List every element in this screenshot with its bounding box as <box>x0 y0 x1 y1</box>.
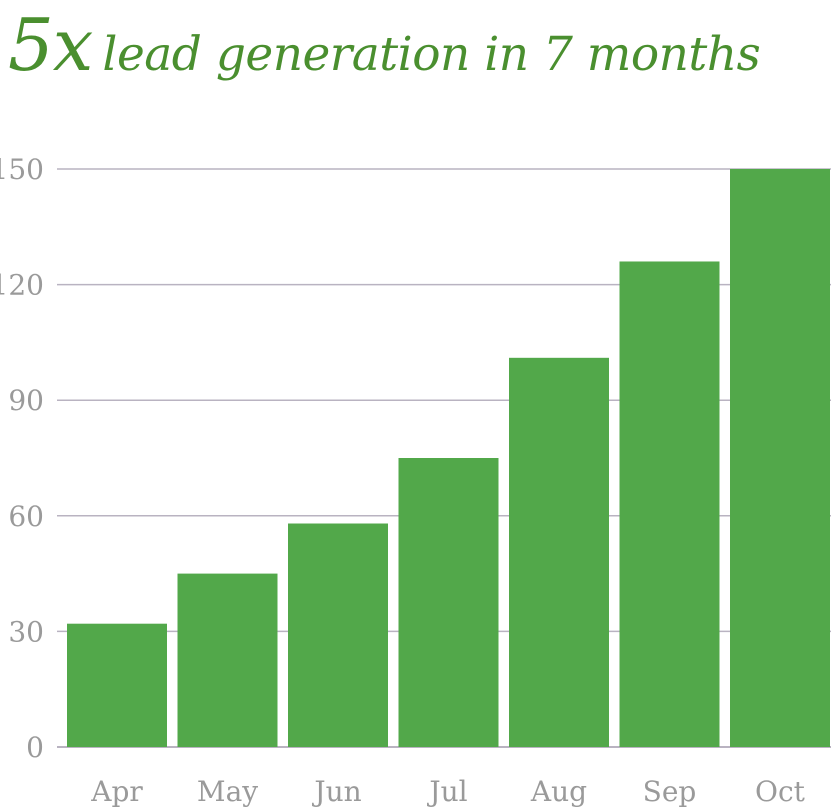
chart-title: 5x lead generation in 7 months <box>8 0 761 90</box>
y-tick-label: 120 <box>0 269 44 302</box>
title-emphasis: 5x <box>8 3 93 87</box>
y-tick-label: 30 <box>8 615 44 648</box>
x-tick-label: Sep <box>643 775 697 808</box>
bar-jun <box>288 523 388 747</box>
bar-oct <box>730 169 830 747</box>
x-tick-label: Oct <box>755 775 806 808</box>
x-tick-label: May <box>197 775 258 808</box>
x-axis-ticks: Apr May Jun Jul Aug Sep Oct <box>90 775 805 808</box>
x-tick-label: Jun <box>311 775 361 808</box>
x-tick-label: Jul <box>426 775 467 808</box>
y-tick-label: 60 <box>8 500 44 533</box>
bar-apr <box>67 623 167 747</box>
x-tick-label: Apr <box>90 775 143 808</box>
bar-aug <box>509 357 609 747</box>
y-tick-label: 0 <box>26 731 44 764</box>
x-tick-label: Aug <box>530 775 587 808</box>
y-tick-label: 150 <box>0 153 44 186</box>
bars <box>67 169 830 747</box>
bar-sep <box>619 261 720 747</box>
y-tick-label: 90 <box>8 384 44 417</box>
bar-jul <box>398 458 499 747</box>
bar-may <box>177 573 278 747</box>
y-axis-ticks: 0 30 60 90 120 150 <box>0 153 44 764</box>
title-text: lead generation in 7 months <box>102 27 761 82</box>
